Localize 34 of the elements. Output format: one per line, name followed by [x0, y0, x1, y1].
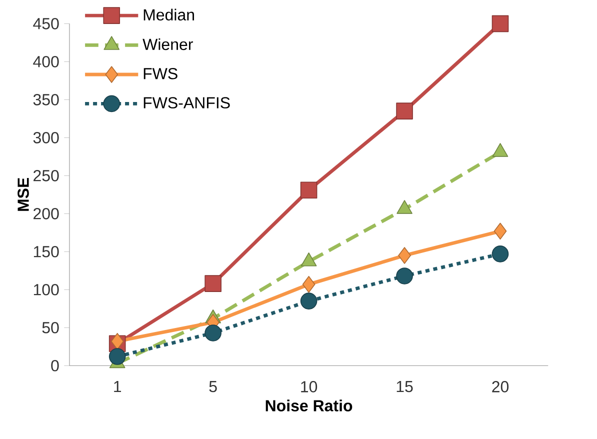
point	[302, 276, 316, 293]
point	[494, 222, 507, 240]
point	[492, 15, 509, 32]
x-axis-title: Noise Ratio	[266, 400, 352, 412]
legend-label: Median	[144, 8, 194, 20]
y-tick-label: 450	[33, 18, 59, 30]
y-tick-label: 150	[34, 246, 59, 258]
x-tick-label: 5	[209, 381, 217, 392]
y-tick-label: 50	[42, 322, 59, 334]
y-tick-label: 200	[34, 208, 59, 220]
point	[300, 292, 318, 310]
x-tick-label: 20	[492, 381, 509, 392]
x-tick-label: 10	[301, 381, 318, 392]
y-axis-title: MSE	[18, 178, 29, 211]
point	[108, 348, 126, 365]
x-tick-label: 1	[114, 381, 122, 392]
point	[204, 324, 222, 342]
point	[110, 332, 124, 350]
legend-label: FWS	[144, 68, 178, 80]
y-tick-label: 100	[34, 284, 59, 296]
y-tick-label: 300	[33, 132, 59, 144]
x-tick-label: 15	[396, 381, 413, 392]
legend-label: Wiener	[142, 38, 193, 50]
y-tick-label: 0	[51, 360, 59, 372]
y-tick-label: 400	[33, 56, 59, 68]
legend-label: FWS-ANFIS	[144, 97, 230, 108]
point	[396, 102, 413, 120]
y-tick-label: 250	[34, 170, 59, 182]
y-tick-label: 350	[33, 94, 59, 106]
point	[398, 247, 411, 264]
point	[204, 275, 222, 292]
point	[396, 268, 413, 284]
point	[492, 246, 509, 262]
point	[300, 182, 318, 198]
